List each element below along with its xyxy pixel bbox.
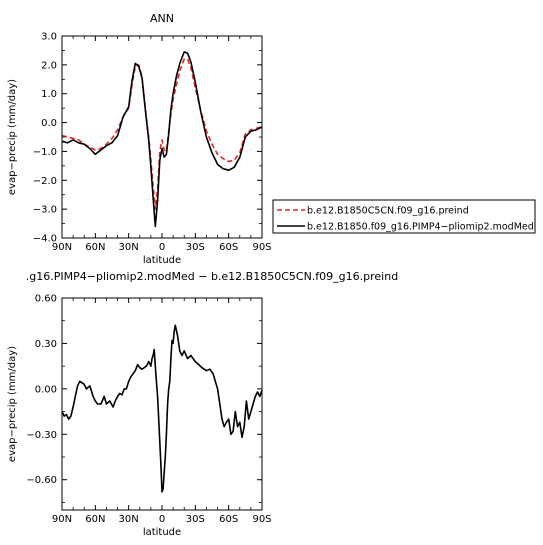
x-tick-label: 90S	[252, 514, 271, 525]
x-axis-label: latitude	[143, 527, 181, 538]
bottom-chart: .g16.PIMP4−pliomip2.modMed − b.e12.B1850…	[7, 270, 398, 538]
y-axis-label: evap−precip (mm/day)	[7, 79, 18, 195]
y-tick-label: 0.0	[41, 118, 57, 129]
x-tick-label: 90N	[52, 242, 72, 253]
y-tick-label: 0.60	[35, 294, 57, 305]
y-tick-label: 1.0	[41, 89, 57, 100]
legend-box	[272, 199, 536, 234]
x-tick-label: 60N	[85, 514, 105, 525]
plot-frame	[61, 35, 263, 239]
y-tick-label: −0.60	[26, 475, 57, 486]
y-tick-label: 0.30	[35, 339, 57, 350]
chart-title: .g16.PIMP4−pliomip2.modMed − b.e12.B1850…	[26, 270, 398, 283]
y-tick-label: −1.0	[33, 147, 57, 158]
x-tick-label: 0	[159, 242, 165, 253]
x-tick-label: 30N	[119, 242, 139, 253]
series-line-1	[61, 51, 263, 228]
x-tick-label: 60S	[219, 242, 238, 253]
x-tick-label: 30S	[186, 242, 205, 253]
y-tick-label: −0.30	[26, 430, 57, 441]
y-axis-label: evap−precip (mm/day)	[7, 346, 18, 462]
legend-label-1: b.e12.B1850.f09_g16.PIMP4−pliomip2.modMe…	[307, 222, 534, 233]
x-tick-label: 30N	[119, 514, 139, 525]
legend-label-0: b.e12.B1850C5CN.f09_g16.preind	[307, 206, 469, 217]
y-tick-label: 2.0	[41, 60, 57, 71]
legend: b.e12.B1850C5CN.f09_g16.preind b.e12.B185…	[272, 199, 536, 234]
top-chart: ANN 90N 60N 30N 0 30S 60S 90S 3.0 2.0 1.0 0.0 −1.0 −2…	[7, 12, 272, 266]
y-tick-label: 0.00	[35, 384, 57, 395]
y-tick-label: 3.0	[41, 32, 57, 43]
x-tick-label: 90S	[252, 242, 271, 253]
x-tick-label: 30S	[186, 514, 205, 525]
y-tick-label: −3.0	[33, 205, 57, 216]
x-tick-label: 60S	[219, 514, 238, 525]
x-tick-label: 60N	[85, 242, 105, 253]
series-line-0	[61, 58, 263, 210]
y-tick-label: −4.0	[33, 234, 57, 245]
y-tick-label: −2.0	[33, 176, 57, 187]
x-tick-label: 90N	[52, 514, 72, 525]
x-axis-label: latitude	[143, 255, 181, 266]
x-tick-label: 0	[159, 514, 165, 525]
series-line-0	[61, 324, 263, 493]
chart-title: ANN	[150, 12, 174, 25]
